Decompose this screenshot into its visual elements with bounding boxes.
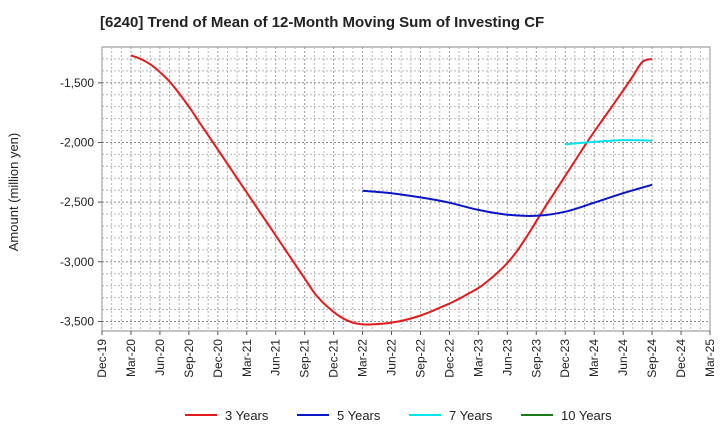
x-tick-label: Mar-22: [356, 339, 370, 377]
x-tick-label: Dec-22: [442, 339, 456, 378]
x-tick-labels: Dec-19 Mar-20 Jun-20 Sep-20 Dec-20 Mar-21 Jun-…: [95, 331, 717, 378]
x-tick-label: Mar-23: [471, 339, 485, 377]
series-line-3-years: [130, 54, 653, 326]
x-tick-label: Mar-21: [240, 339, 254, 377]
x-tick-label: Jun-21: [269, 339, 283, 376]
y-axis-label: Amount (million yen): [6, 133, 21, 252]
x-tick-label: Dec-21: [327, 339, 341, 378]
chart-title: [6240] Trend of Mean of 12-Month Moving …: [100, 14, 544, 31]
x-tick-label: Dec-20: [211, 339, 225, 378]
x-tick-label: Sep-22: [413, 339, 427, 378]
y-tick-label: -2,500: [60, 195, 94, 209]
x-tick-label: Mar-25: [703, 339, 717, 377]
x-tick-label: Dec-23: [558, 339, 572, 378]
x-tick-label: Mar-20: [124, 339, 138, 377]
x-tick-label: Mar-24: [587, 339, 601, 377]
legend-label: 10 Years: [561, 408, 612, 423]
x-tick-label: Jun-20: [153, 339, 167, 376]
x-tick-label: Sep-23: [529, 339, 543, 378]
x-tick-label: Sep-24: [645, 339, 659, 378]
x-tick-label: Jun-22: [385, 339, 399, 376]
y-tick-labels: -3,500 -3,000 -2,500 -2,000 -1,500: [60, 76, 102, 328]
gridlines: [101, 47, 711, 331]
legend-label: 3 Years: [225, 408, 269, 423]
x-tick-label: Sep-20: [182, 339, 196, 378]
series-line-7-years: [565, 139, 653, 146]
x-tick-label: Sep-21: [298, 339, 312, 378]
legend-label: 5 Years: [337, 408, 381, 423]
plot-area: [101, 46, 711, 332]
x-tick-label: Dec-19: [95, 339, 109, 378]
y-tick-label: -2,000: [60, 135, 94, 149]
legend: 3 Years 5 Years 7 Years 10 Years: [185, 408, 612, 423]
y-tick-label: -3,000: [60, 255, 94, 269]
series-lines: [130, 54, 653, 326]
series-line-5-years: [362, 183, 653, 217]
legend-label: 7 Years: [449, 408, 493, 423]
y-tick-label: -1,500: [60, 76, 94, 90]
x-tick-label: Jun-23: [500, 339, 514, 376]
x-tick-label: Dec-24: [674, 339, 688, 378]
y-tick-label: -3,500: [60, 314, 94, 328]
x-tick-label: Jun-24: [616, 339, 630, 376]
